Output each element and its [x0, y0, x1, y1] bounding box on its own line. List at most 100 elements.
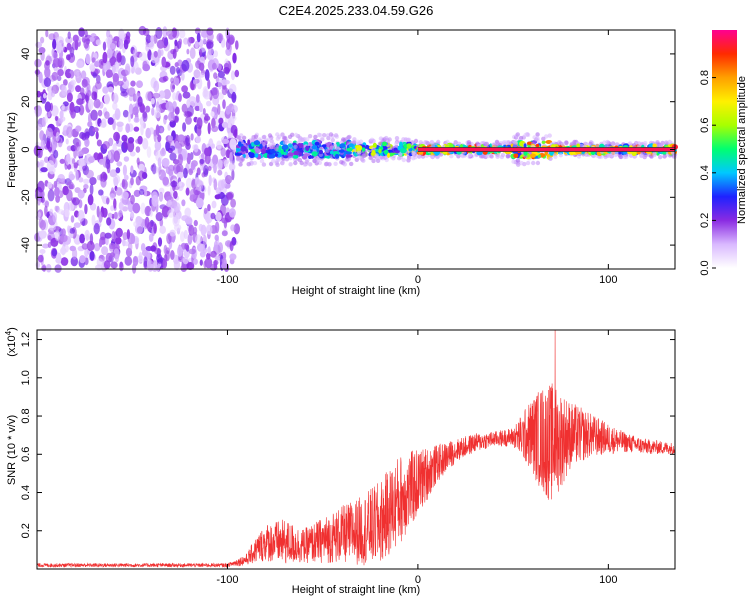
heatmap-cell	[48, 33, 56, 41]
y-tick-label: 0.4	[20, 485, 32, 500]
heatmap-cell	[511, 159, 516, 164]
snr-y-multiplier: (x104)	[4, 327, 19, 357]
heatmap-cell	[42, 264, 47, 272]
heatmap-cell	[113, 131, 121, 142]
heatmap-cell	[104, 111, 110, 119]
heatmap-cell	[77, 146, 82, 152]
heatmap-cell	[101, 246, 109, 256]
spectrogram-panel: -100 0 100 -40 -20 0 20 40 Height of straight …	[6, 25, 679, 297]
heatmap-cell	[103, 93, 110, 105]
heatmap-cell	[121, 191, 129, 200]
heatmap-cell	[108, 43, 116, 50]
heatmap-cell	[223, 67, 231, 74]
heatmap-cell	[69, 183, 75, 190]
heatmap-cell	[165, 30, 174, 37]
heatmap-cell	[129, 151, 136, 157]
heatmap-cell	[181, 103, 188, 113]
heatmap-cell	[263, 153, 268, 158]
heatmap-cell	[72, 248, 78, 260]
heatmap-cell	[222, 79, 230, 85]
heatmap-cell	[157, 134, 162, 143]
y-tick-label: -40	[20, 237, 32, 253]
heatmap-cell	[132, 49, 138, 58]
heatmap-cell	[552, 153, 558, 158]
snr-y-multiplier-close: )	[6, 327, 18, 331]
heatmap-cell	[57, 174, 65, 183]
heatmap-cell	[95, 131, 99, 140]
heatmap-cell	[252, 160, 258, 166]
heatmap-cell	[203, 90, 211, 100]
heatmap-cell	[299, 160, 304, 166]
heatmap-cell	[99, 240, 103, 248]
heatmap-cell	[288, 162, 293, 167]
heatmap-cell	[40, 36, 45, 44]
heatmap-cell	[195, 179, 204, 192]
heatmap-cell	[65, 138, 69, 145]
heatmap-cell	[614, 151, 619, 156]
heatmap-cell	[225, 47, 232, 57]
heatmap-cell	[449, 154, 454, 159]
heatmap-cell	[658, 154, 663, 160]
heatmap-cell	[236, 156, 241, 161]
heatmap-cell	[280, 132, 285, 137]
heatmap-cell	[576, 143, 580, 148]
heatmap-cell	[52, 212, 58, 223]
heatmap-cell	[109, 252, 115, 258]
heatmap-cell	[218, 110, 226, 120]
heatmap-cell	[39, 159, 45, 167]
heatmap-cell	[115, 167, 121, 174]
heatmap-cell	[230, 115, 237, 121]
colorbar-ticks: 0.0 0.2 0.4 0.6 0.8	[699, 70, 716, 276]
heatmap-cell	[401, 137, 406, 142]
heatmap-cell	[338, 149, 345, 153]
heatmap-cell	[99, 173, 103, 182]
heatmap-cell	[489, 154, 494, 159]
heatmap-cell	[165, 101, 174, 111]
colorbar-tick-label: 0.0	[699, 260, 711, 275]
heatmap-cell	[267, 136, 272, 142]
heatmap-cell	[150, 35, 155, 43]
heatmap-cell	[333, 133, 339, 138]
heatmap-cell	[84, 138, 90, 148]
heatmap-cell	[187, 233, 193, 245]
heatmap-cell	[157, 157, 162, 168]
heatmap-cell	[371, 149, 376, 156]
heatmap-cell	[49, 224, 56, 231]
heatmap-cell	[394, 141, 399, 146]
heatmap-cell	[229, 151, 233, 164]
heatmap-cell	[140, 243, 146, 252]
heatmap-cell	[652, 143, 657, 148]
snr-y-multiplier-exponent: 4	[4, 330, 13, 335]
heatmap-cell	[160, 148, 166, 157]
heatmap-cell	[198, 62, 205, 71]
heatmap-cell	[70, 79, 76, 86]
heatmap-cell	[94, 243, 101, 252]
heatmap-cell	[181, 85, 189, 93]
heatmap-cell	[66, 92, 73, 103]
heatmap-cell	[54, 230, 61, 241]
heatmap-cell	[167, 199, 172, 206]
heatmap-cell	[173, 202, 181, 214]
heatmap-cell	[177, 153, 183, 166]
heatmap-cell	[56, 252, 62, 264]
heatmap-cell	[174, 39, 178, 47]
y-tick-label: 0	[20, 146, 32, 152]
heatmap-cell	[310, 155, 314, 159]
heatmap-cell	[142, 111, 148, 123]
heatmap-cell	[515, 158, 521, 163]
heatmap-cell	[190, 162, 196, 171]
heatmap-cell	[132, 106, 139, 116]
x-tick-label: 0	[415, 274, 421, 286]
heatmap-cell	[278, 145, 282, 151]
heatmap-cell	[142, 63, 151, 72]
heatmap-cell	[214, 221, 220, 234]
heatmap-cell	[222, 99, 226, 110]
heatmap-cell	[213, 50, 219, 58]
heatmap-cell	[406, 143, 412, 149]
heatmap-cell	[57, 69, 64, 77]
heatmap-cell	[181, 199, 186, 207]
heatmap-cell	[85, 94, 89, 102]
heatmap-cell	[226, 192, 234, 201]
heatmap-cell	[361, 147, 366, 152]
heatmap-cell	[325, 148, 330, 153]
